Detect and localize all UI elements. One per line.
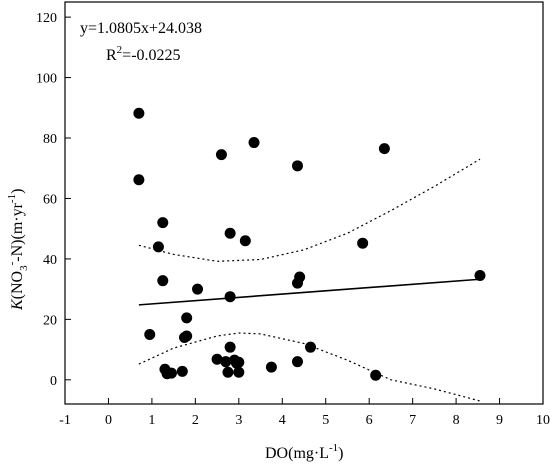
data-point xyxy=(144,328,156,340)
plot-frame xyxy=(64,1,544,405)
r2-value: =-0.0225 xyxy=(122,47,180,64)
data-point xyxy=(224,291,236,303)
y-label-sup2: -1 xyxy=(6,194,18,203)
data-point xyxy=(378,143,390,155)
x-tick-label: 0 xyxy=(105,413,112,428)
data-point xyxy=(222,366,234,378)
data-point xyxy=(291,160,303,172)
fit-line-group xyxy=(138,278,481,306)
x-tick-label: 8 xyxy=(453,413,460,428)
data-point xyxy=(133,174,145,186)
y-tick-label: 20 xyxy=(43,313,57,328)
r-squared-text: R2=-0.0225 xyxy=(106,44,181,64)
y-axis-label: K(NO3--N)(m·yr-1) xyxy=(6,189,30,311)
x-tick-label: 5 xyxy=(322,413,329,428)
r2-prefix: R xyxy=(106,47,117,64)
x-tick-label: 3 xyxy=(235,413,242,428)
data-point xyxy=(181,312,193,324)
y-tick-label: 100 xyxy=(36,72,57,87)
data-point xyxy=(224,341,236,353)
data-point xyxy=(357,237,369,249)
confidence-upper-curve xyxy=(138,158,481,262)
data-point xyxy=(165,367,177,379)
data-points xyxy=(133,107,486,381)
data-point xyxy=(474,270,486,282)
y-tick-label: 80 xyxy=(43,132,57,147)
x-label-main: DO(mg·L xyxy=(265,445,329,462)
data-point xyxy=(294,271,306,283)
data-point xyxy=(305,341,317,353)
data-point xyxy=(157,217,169,229)
data-point xyxy=(239,235,251,247)
y-label-sub: 3 xyxy=(18,265,30,271)
regression-line xyxy=(138,278,481,306)
x-tick-label: 7 xyxy=(409,413,416,428)
x-label-sup: -1 xyxy=(329,442,338,454)
r2-sup: 2 xyxy=(117,44,123,56)
y-label-b: -N)(m·yr xyxy=(9,202,26,261)
data-point xyxy=(192,283,204,295)
x-tick-label: 10 xyxy=(536,413,550,428)
data-point xyxy=(181,330,193,342)
data-point xyxy=(248,137,260,149)
y-label-k: K xyxy=(9,298,26,311)
data-point xyxy=(133,107,145,119)
data-point xyxy=(265,361,277,373)
x-tick-label: 1 xyxy=(148,413,155,428)
data-point xyxy=(291,356,303,368)
x-tick-label: 9 xyxy=(496,413,503,428)
data-point xyxy=(215,149,227,161)
data-point xyxy=(211,353,223,365)
x-tick-label: 4 xyxy=(279,413,286,428)
x-label-end: ) xyxy=(338,445,343,462)
data-point xyxy=(220,356,232,368)
x-tick-label: -1 xyxy=(59,413,71,428)
y-label-a: (NO xyxy=(9,271,26,299)
x-tick-label: 6 xyxy=(366,413,373,428)
data-point xyxy=(176,365,188,377)
data-point xyxy=(157,275,169,287)
y-label-sup1: - xyxy=(6,261,18,265)
data-point xyxy=(224,227,236,239)
data-point xyxy=(233,356,245,368)
equation-text: y=1.0805x+24.038 xyxy=(80,20,202,37)
x-tick-label: 2 xyxy=(192,413,199,428)
confidence-lower-curve xyxy=(138,332,481,402)
y-tick-label: 60 xyxy=(43,192,57,207)
y-tick-label: 120 xyxy=(36,11,57,26)
y-tick-label: 0 xyxy=(50,374,57,389)
data-point xyxy=(233,366,245,378)
data-point xyxy=(370,369,382,381)
data-point xyxy=(152,241,164,253)
y-tick-label: 40 xyxy=(43,253,57,268)
confidence-bands xyxy=(138,158,481,402)
x-axis-label: DO(mg·L-1) xyxy=(265,442,343,462)
y-label-end: ) xyxy=(9,189,26,194)
